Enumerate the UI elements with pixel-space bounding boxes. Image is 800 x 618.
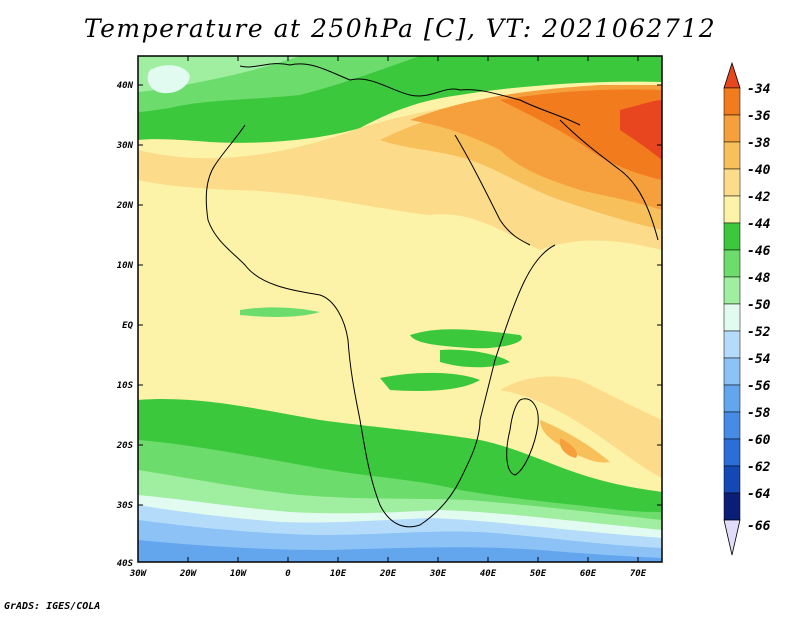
colorbar-label: -60 bbox=[747, 433, 771, 448]
field-m46-streak1 bbox=[410, 329, 522, 349]
coastline-madagascar bbox=[506, 398, 539, 476]
lon-label-0: 0 bbox=[285, 569, 291, 579]
coastline-africa bbox=[205, 124, 556, 528]
lon-label-30W: 30W bbox=[129, 569, 148, 579]
colorbar-label: -48 bbox=[747, 271, 771, 286]
colorbar-label: -42 bbox=[747, 190, 771, 205]
field-m38-south bbox=[559, 438, 578, 458]
field-m40-south bbox=[540, 420, 610, 463]
lon-label-70E: 70E bbox=[630, 569, 647, 579]
field-m52-north bbox=[147, 65, 190, 94]
colorbar-bottom-arrow bbox=[723, 519, 741, 556]
coastline-red-sea bbox=[454, 134, 531, 246]
lat-label-10N: 10N bbox=[117, 261, 134, 271]
lon-label-20E: 20E bbox=[379, 569, 397, 579]
lat-label-20N: 20N bbox=[116, 201, 134, 211]
colorbar bbox=[723, 61, 741, 556]
colorbar-label: -54 bbox=[747, 352, 771, 367]
lat-ticks bbox=[138, 84, 662, 506]
lat-label-40S: 40S bbox=[117, 559, 134, 569]
coastline-arabia bbox=[559, 119, 659, 241]
lon-ticks bbox=[187, 56, 639, 562]
lat-label-20S: 20S bbox=[116, 441, 134, 451]
lon-label-40E: 40E bbox=[480, 569, 497, 579]
lon-axis: 30W 20W 10W 0 10E 20E 30E 40E 50E 60E 70… bbox=[129, 569, 647, 579]
map-title: Temperature at 250hPa [C], VT: 202106271… bbox=[83, 14, 717, 43]
colorbar-label: -56 bbox=[747, 379, 771, 394]
colorbar-segment-m66 bbox=[723, 492, 741, 521]
colorbar-segment-m48 bbox=[723, 249, 741, 278]
footer-credit: GrADS: IGES/COLA bbox=[4, 601, 101, 612]
colorbar-segment-m42 bbox=[723, 168, 741, 197]
colorbar-labels: -34 -36 -38 -40 -42 -44 -46 -48 -50 -52 … bbox=[747, 82, 771, 534]
colorbar-label: -34 bbox=[747, 82, 771, 97]
colorbar-label: -46 bbox=[747, 244, 771, 259]
temperature-field bbox=[138, 56, 662, 562]
colorbar-segment-m44 bbox=[723, 195, 741, 224]
lat-axis: 40N 30N 20N 10N EQ 10S 20S 30S 40S bbox=[116, 81, 134, 569]
colorbar-label: -50 bbox=[747, 298, 771, 313]
field-m58-south bbox=[138, 540, 662, 562]
colorbar-segment-m54 bbox=[723, 330, 741, 359]
colorbar-segment-m56 bbox=[723, 357, 741, 386]
colorbar-segment-m62 bbox=[723, 438, 741, 467]
field-m34 bbox=[620, 100, 662, 160]
colorbar-segment-m36 bbox=[723, 87, 741, 116]
colorbar-label: -58 bbox=[747, 406, 771, 421]
lon-label-10E: 10E bbox=[330, 569, 347, 579]
lon-label-20W: 20W bbox=[179, 569, 198, 579]
coastlines bbox=[205, 63, 659, 528]
field-m46-streak2 bbox=[440, 349, 510, 368]
lat-label-40N: 40N bbox=[117, 81, 134, 91]
lon-label-50E: 50E bbox=[530, 569, 547, 579]
lon-label-30E: 30E bbox=[429, 569, 447, 579]
lat-label-30S: 30S bbox=[116, 501, 134, 511]
colorbar-segment-m46 bbox=[723, 222, 741, 251]
colorbar-label: -66 bbox=[747, 519, 771, 534]
colorbar-segment-m40 bbox=[723, 141, 741, 170]
coastline-mediterranean bbox=[239, 63, 581, 126]
lat-label-EQ: EQ bbox=[122, 321, 133, 331]
colorbar-segment-m38 bbox=[723, 114, 741, 143]
colorbar-label: -38 bbox=[747, 136, 771, 151]
field-m46-streak3 bbox=[380, 372, 480, 391]
colorbar-segment-m50 bbox=[723, 276, 741, 305]
field-m48-streak bbox=[240, 307, 320, 317]
lon-label-60E: 60E bbox=[580, 569, 597, 579]
colorbar-segment-m60 bbox=[723, 411, 741, 440]
colorbar-label: -40 bbox=[747, 163, 771, 178]
colorbar-label: -52 bbox=[747, 325, 771, 340]
colorbar-label: -62 bbox=[747, 460, 771, 475]
colorbar-segment-m58 bbox=[723, 384, 741, 413]
colorbar-top-arrow bbox=[723, 61, 741, 89]
lat-label-10S: 10S bbox=[117, 381, 134, 391]
map-frame bbox=[137, 55, 663, 563]
field-m42-south bbox=[500, 376, 662, 478]
colorbar-label: -36 bbox=[747, 109, 771, 124]
colorbar-segment-m52 bbox=[723, 303, 741, 332]
colorbar-label: -64 bbox=[747, 487, 771, 502]
lat-label-30N: 30N bbox=[116, 141, 134, 151]
colorbar-segment-m64 bbox=[723, 465, 741, 494]
colorbar-label: -44 bbox=[747, 217, 771, 232]
lon-label-10W: 10W bbox=[230, 569, 248, 579]
